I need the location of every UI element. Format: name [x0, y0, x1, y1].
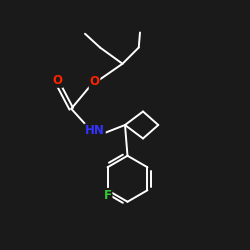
- Text: O: O: [90, 75, 100, 88]
- Text: HN: HN: [85, 124, 105, 137]
- Text: F: F: [104, 189, 112, 202]
- Text: O: O: [52, 74, 62, 87]
